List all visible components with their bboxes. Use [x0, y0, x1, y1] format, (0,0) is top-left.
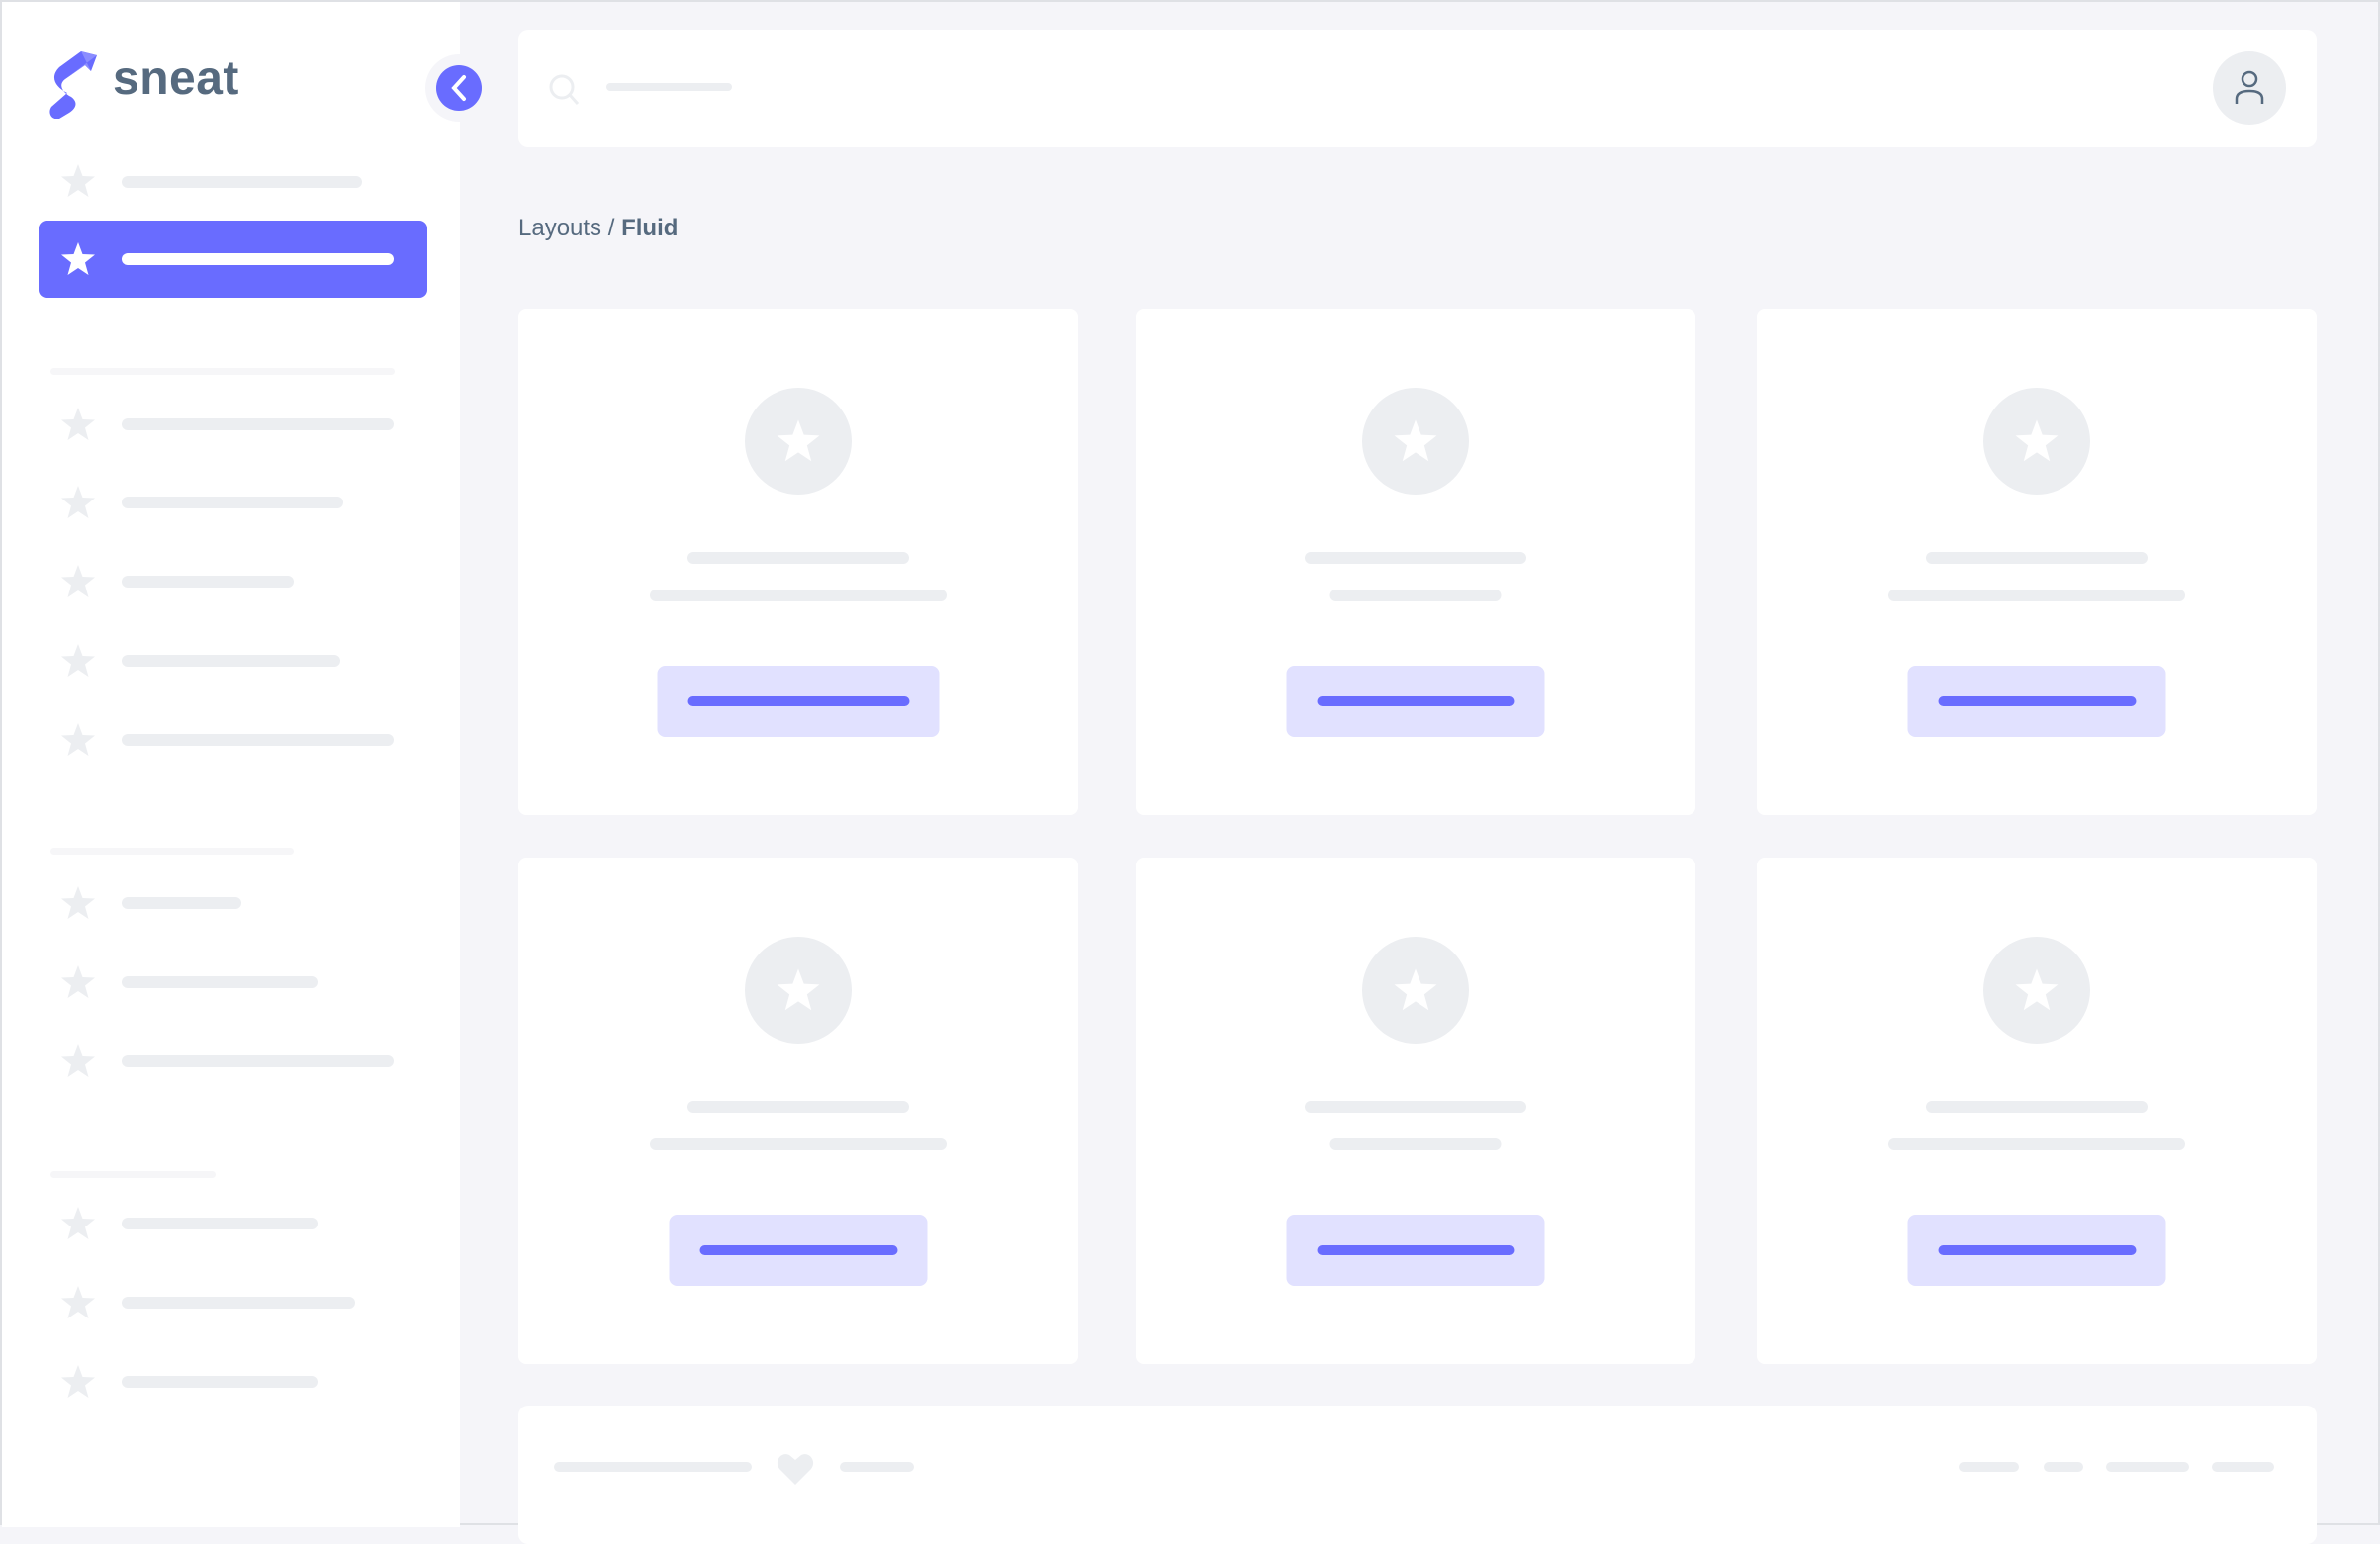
star-icon — [61, 486, 95, 518]
sidebar-item-active[interactable] — [39, 221, 427, 298]
card — [1757, 309, 2317, 815]
footer — [518, 1406, 2317, 1544]
card — [518, 309, 1078, 815]
card — [1136, 858, 1695, 1364]
breadcrumb-parent[interactable]: Layouts — [518, 215, 602, 241]
user-icon — [2235, 70, 2264, 104]
card — [518, 858, 1078, 1364]
star-icon — [1394, 968, 1437, 1011]
star-icon — [61, 886, 95, 919]
card-button[interactable] — [669, 1215, 928, 1286]
card — [1136, 309, 1695, 815]
card-button[interactable] — [1286, 666, 1545, 737]
card-icon — [1983, 388, 2090, 495]
star-icon — [2015, 419, 2059, 462]
star-icon — [777, 419, 820, 462]
star-icon — [61, 644, 95, 677]
sidebar-item[interactable] — [59, 1363, 97, 1401]
heart-icon — [777, 1454, 814, 1485]
star-icon — [61, 965, 95, 998]
sidebar-item[interactable] — [59, 406, 97, 443]
card-button[interactable] — [1907, 666, 2166, 737]
star-icon — [61, 1365, 95, 1398]
star-icon — [61, 723, 95, 756]
card-icon — [1362, 937, 1469, 1044]
breadcrumb-current: Fluid — [621, 215, 679, 241]
card-button[interactable] — [657, 666, 940, 737]
chevron-left-icon — [451, 75, 466, 101]
sidebar-item[interactable] — [59, 1205, 97, 1242]
sidebar: sneat — [2, 2, 460, 1527]
card-icon — [745, 388, 852, 495]
card-icon — [1362, 388, 1469, 495]
sidebar-item[interactable] — [59, 884, 97, 922]
star-icon — [61, 242, 95, 275]
sidebar-item[interactable] — [59, 563, 97, 600]
user-avatar[interactable] — [2213, 51, 2286, 125]
star-icon — [61, 408, 95, 440]
logo-icon — [49, 51, 97, 119]
brand-name: sneat — [113, 52, 239, 105]
star-icon — [61, 1286, 95, 1318]
sidebar-item[interactable] — [59, 1284, 97, 1321]
sidebar-item[interactable] — [59, 642, 97, 680]
card-icon — [1983, 937, 2090, 1044]
sidebar-item[interactable] — [59, 963, 97, 1001]
star-icon — [2015, 968, 2059, 1011]
sidebar-item[interactable] — [59, 162, 97, 200]
sidebar-item[interactable] — [59, 1043, 97, 1080]
star-icon — [61, 565, 95, 597]
star-icon — [1394, 419, 1437, 462]
sidebar-item[interactable] — [59, 721, 97, 759]
sidebar-item[interactable] — [59, 240, 97, 278]
card — [1757, 858, 2317, 1364]
sidebar-item[interactable] — [59, 484, 97, 521]
star-icon — [61, 1207, 95, 1239]
card-button[interactable] — [1286, 1215, 1545, 1286]
star-icon — [777, 968, 820, 1011]
breadcrumb: Layouts / Fluid — [518, 215, 679, 241]
card-icon — [745, 937, 852, 1044]
star-icon — [61, 164, 95, 197]
search-input[interactable] — [606, 83, 732, 91]
star-icon — [61, 1044, 95, 1077]
card-button[interactable] — [1907, 1215, 2166, 1286]
search-icon[interactable] — [548, 73, 582, 107]
navbar — [518, 30, 2317, 147]
collapse-sidebar-button[interactable] — [425, 54, 493, 122]
